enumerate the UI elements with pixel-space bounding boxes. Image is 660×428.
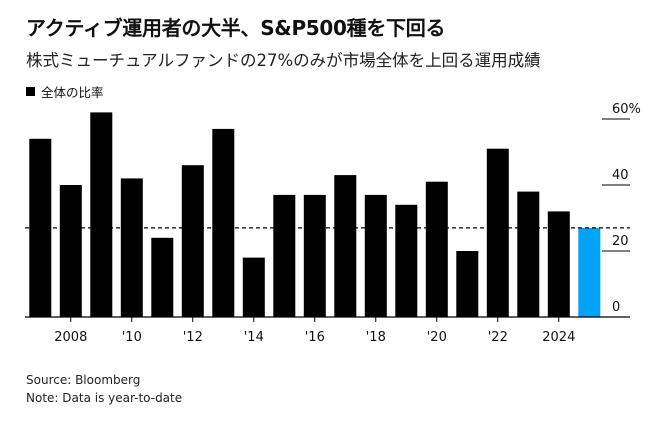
bar-2017: [334, 175, 357, 317]
legend: 全体の比率: [26, 82, 104, 101]
bar-2012: [181, 165, 204, 317]
x-tick-label-7: '14: [244, 330, 264, 345]
bar-2024: [547, 211, 570, 317]
bar-2015: [273, 194, 296, 317]
bar-2008: [59, 185, 82, 317]
bar-2016: [303, 194, 326, 317]
y-tick-label-0: 0: [612, 300, 620, 315]
legend-label: 全体の比率: [41, 85, 104, 100]
chart-title: アクティブ運用者の大半、S&P500種を下回る: [26, 16, 446, 40]
x-tick-label-5: '12: [183, 330, 203, 345]
y-tick-label-60: 60%: [612, 102, 641, 117]
y-tick-label-40: 40: [612, 168, 629, 183]
source-note: Source: Bloomberg: [26, 373, 141, 387]
x-tick-label-1: 2008: [54, 330, 87, 345]
y-tick-label-20: 20: [612, 234, 629, 249]
bar-2014: [242, 257, 265, 317]
bar-2019: [395, 204, 418, 317]
bar-2013: [212, 128, 235, 317]
chart-subtitle: 株式ミューチュアルファンドの27%のみが市場全体を上回る運用成績: [26, 51, 541, 70]
x-tick-label-17: 2024: [542, 330, 575, 345]
x-tick-label-9: '16: [305, 330, 325, 345]
data-note: Note: Data is year-to-date: [26, 391, 183, 405]
bar-2010: [120, 178, 143, 317]
bar-2009: [90, 112, 113, 318]
bar-2021: [456, 251, 479, 317]
bar-2023: [517, 191, 540, 317]
bar-2020: [425, 181, 448, 317]
bar-2025: [578, 227, 601, 317]
x-tick-label-13: '20: [427, 330, 447, 345]
x-tick-label-11: '18: [366, 330, 386, 345]
bar-2011: [151, 237, 174, 317]
bar-2018: [364, 194, 387, 317]
x-tick-label-3: '10: [122, 330, 142, 345]
bar-2022: [486, 148, 509, 317]
x-tick-label-15: '22: [488, 330, 508, 345]
legend-swatch: [26, 87, 35, 96]
